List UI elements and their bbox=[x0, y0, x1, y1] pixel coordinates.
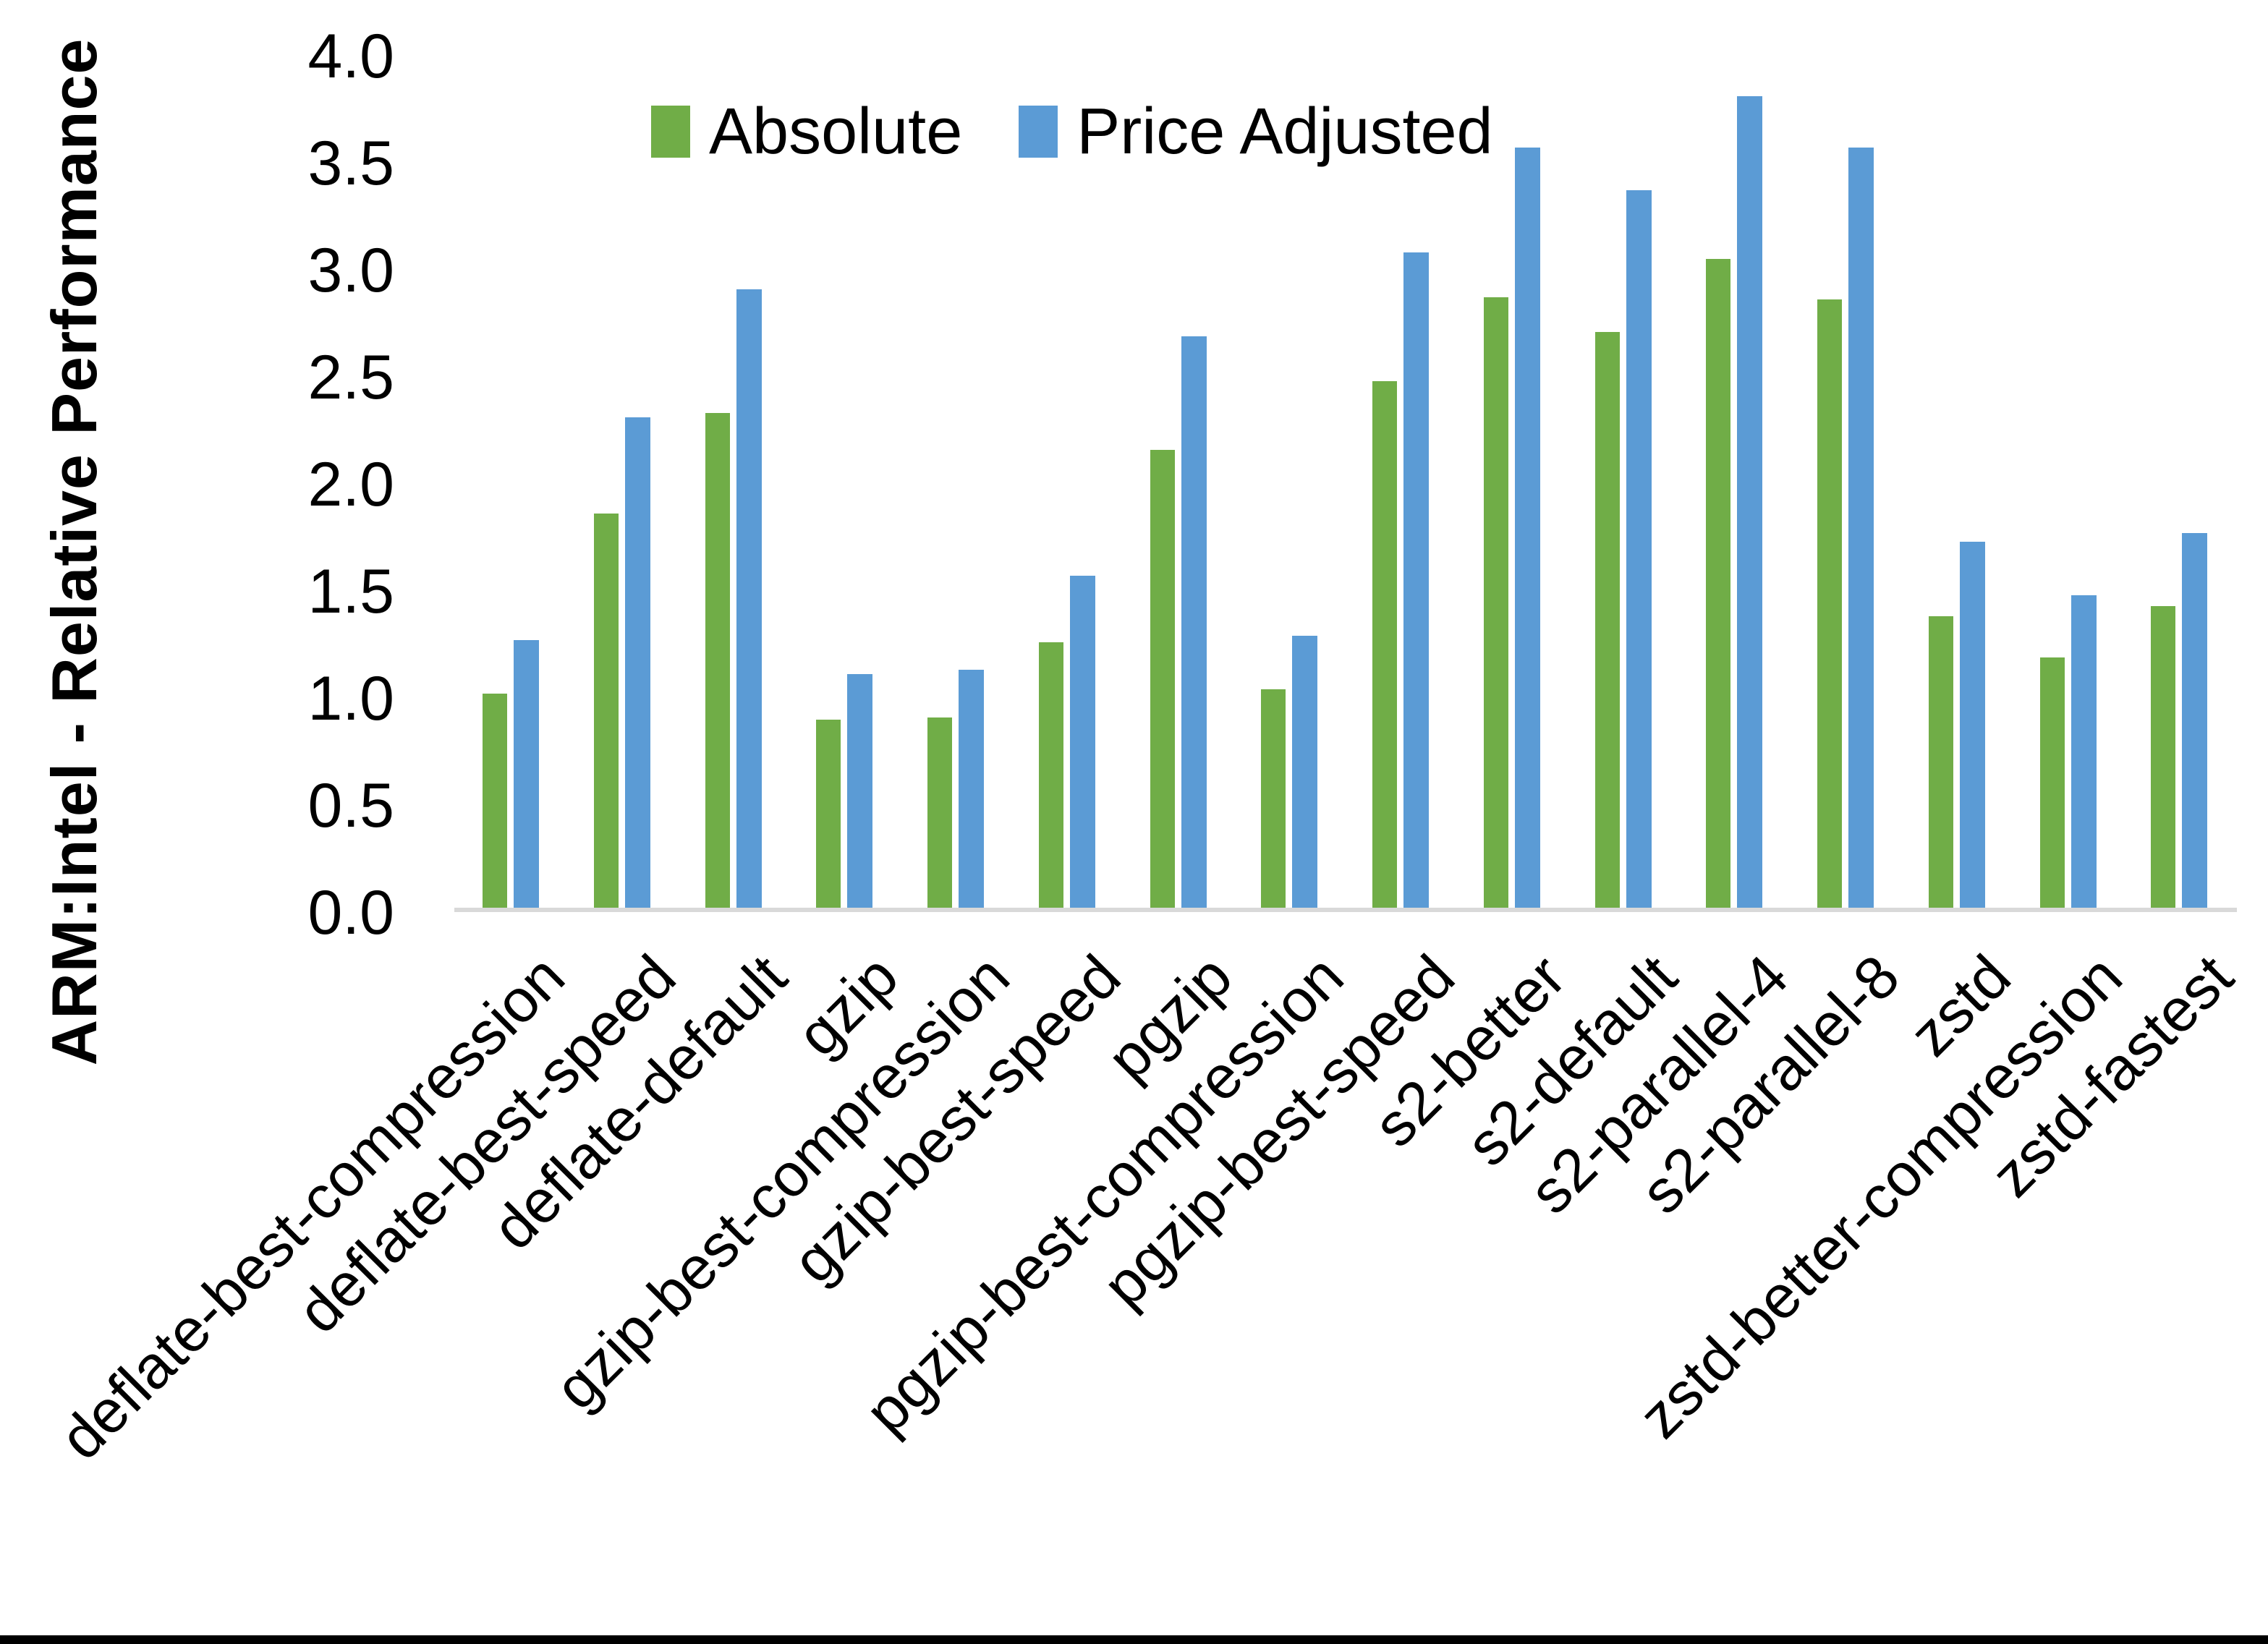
bar-absolute bbox=[816, 720, 841, 910]
y-axis-title: ARM:Intel - Relative Performance bbox=[38, 38, 110, 1066]
y-axis-tick-label: 0.0 bbox=[307, 878, 394, 947]
bar-absolute bbox=[1594, 332, 1620, 910]
bar-price-adjusted bbox=[1514, 148, 1540, 910]
bar-price-adjusted bbox=[959, 670, 984, 910]
bar-price-adjusted bbox=[1403, 252, 1429, 910]
y-axis-tick-label: 0.5 bbox=[307, 771, 394, 840]
bottom-border bbox=[0, 1635, 2268, 1644]
bar-absolute bbox=[1483, 297, 1508, 910]
y-axis-tick-label: 2.0 bbox=[307, 450, 394, 519]
bar-price-adjusted bbox=[624, 417, 650, 910]
bar-absolute bbox=[705, 413, 730, 910]
bar-absolute bbox=[1038, 642, 1063, 910]
y-axis-tick-label: 1.0 bbox=[307, 664, 394, 733]
bar-absolute bbox=[593, 514, 619, 910]
legend-label-price-adjusted: Price Adjusted bbox=[1076, 95, 1493, 168]
bar-absolute bbox=[927, 717, 952, 910]
bar-price-adjusted bbox=[1181, 336, 1207, 910]
legend: Absolute Price Adjusted bbox=[651, 91, 1493, 172]
bar-price-adjusted bbox=[1626, 190, 1652, 910]
y-axis-tick-label: 1.5 bbox=[307, 557, 394, 626]
bar-price-adjusted bbox=[1069, 576, 1095, 910]
bar-price-adjusted bbox=[1292, 636, 1318, 910]
bar-absolute bbox=[1928, 616, 1953, 910]
x-axis-line bbox=[454, 908, 2237, 912]
y-axis-tick-label: 3.5 bbox=[307, 129, 394, 198]
legend-label-absolute: Absolute bbox=[709, 95, 963, 168]
legend-swatch-absolute bbox=[651, 106, 690, 158]
bar-absolute bbox=[1261, 689, 1286, 910]
bar-price-adjusted bbox=[514, 640, 539, 910]
bar-absolute bbox=[1150, 450, 1175, 910]
bar-price-adjusted bbox=[2070, 595, 2097, 910]
bar-price-adjusted bbox=[1737, 96, 1763, 910]
legend-swatch-price-adjusted bbox=[1019, 106, 1058, 158]
bar-price-adjusted bbox=[2182, 533, 2208, 910]
bar-absolute bbox=[483, 694, 507, 910]
bar-absolute bbox=[1817, 299, 1842, 910]
bar-price-adjusted bbox=[1848, 148, 1874, 910]
bar-absolute bbox=[2151, 606, 2176, 910]
y-axis-tick-label: 4.0 bbox=[307, 22, 394, 91]
y-axis-tick-label: 3.0 bbox=[307, 236, 394, 305]
bar-absolute bbox=[1706, 259, 1731, 910]
bar-price-adjusted bbox=[847, 674, 873, 910]
bar-price-adjusted bbox=[1959, 542, 1985, 910]
bar-price-adjusted bbox=[736, 289, 762, 910]
y-axis-tick-label: 2.5 bbox=[307, 343, 394, 412]
bar-absolute bbox=[1372, 381, 1397, 910]
bar-absolute bbox=[2039, 657, 2065, 910]
